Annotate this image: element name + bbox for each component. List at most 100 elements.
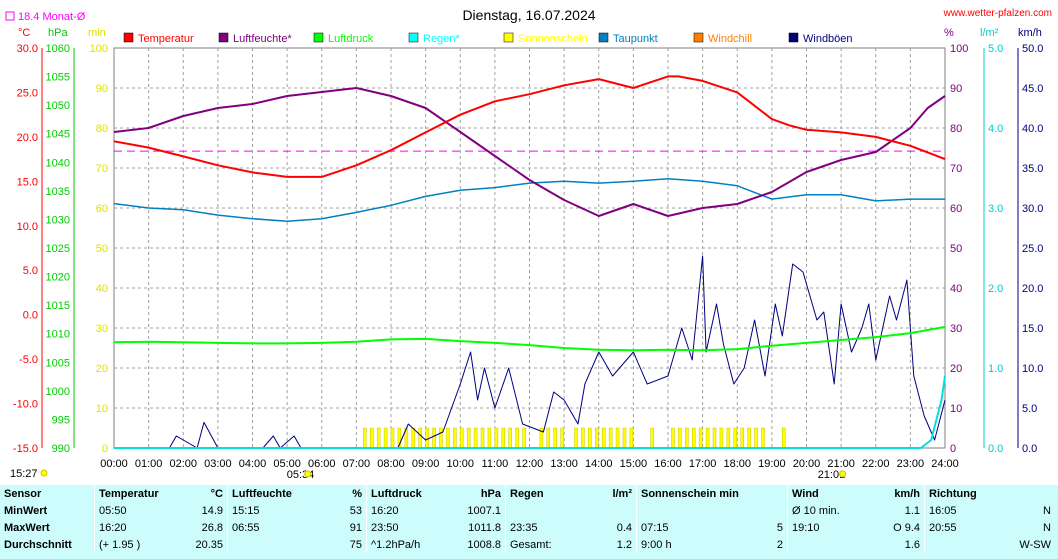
tick-label-rain: 5.0 [988, 43, 1003, 55]
stats-cell: W-SW [1019, 538, 1051, 551]
site-link[interactable]: www.wetter-pfalzen.com [943, 8, 1052, 19]
x-tick-label: 06:00 [308, 458, 336, 470]
sunshine-bar [439, 427, 443, 449]
statistics-panel: Sensor Temperatur °C Luftfeuchte% Luftdruck h… [0, 485, 1058, 559]
tick-label-rain: 2.0 [988, 283, 1003, 295]
sunshine-bar [581, 427, 585, 449]
stats-cell: 07:15 [636, 519, 749, 536]
sunshine-bar [726, 427, 731, 449]
tick-label-humidity: 0 [950, 443, 956, 455]
stats-header-cell: Sonnenschein min [636, 485, 749, 502]
sunshine-bar [553, 427, 557, 449]
tick-label-pressure: 1025 [46, 243, 70, 255]
tick-label-rain: 1.0 [988, 363, 1003, 375]
stats-cell: Gesamt: [505, 536, 584, 553]
x-tick-label: 21:00 [827, 458, 855, 470]
legend-label: Sonnenschein [518, 33, 588, 45]
stats-cell: N [1043, 504, 1051, 517]
tick-label-temp: -5.0 [19, 354, 38, 366]
tick-label-pressure: 1010 [46, 329, 70, 341]
x-tick-label: 05:00 [273, 458, 301, 470]
sunrise-icon [304, 470, 312, 478]
stats-cell: 2 [776, 538, 783, 551]
stats-cell [924, 536, 1009, 553]
sunshine-bar [761, 427, 765, 449]
stats-header-cell: l/m² [612, 487, 632, 500]
series-line-temperatur [113, 75, 946, 178]
series-line-taupunkt [113, 177, 945, 223]
stats-cell: 05:50 [94, 502, 181, 519]
sunshine-bar [712, 427, 717, 449]
tick-label-humidity: 40 [950, 283, 962, 295]
sunshine-bar [508, 427, 512, 449]
month-avg-label: 18.4 Monat-Ø [18, 11, 86, 23]
sunshine-bar [629, 427, 634, 449]
sunshine-bar [453, 427, 457, 449]
tick-label-wind: 45.0 [1022, 83, 1043, 95]
stats-header-cell: Sensor [4, 487, 42, 500]
stats-cell: 91 [349, 521, 362, 534]
sunshine-bar [411, 427, 416, 449]
tick-label-pressure: 1005 [46, 357, 70, 369]
x-tick-label: 15:00 [620, 458, 648, 470]
stats-cell: 1.6 [904, 538, 920, 551]
series-line-luftfeuchte [113, 87, 946, 217]
legend-swatch [693, 32, 704, 43]
stats-cell: 1.2 [616, 538, 632, 551]
stats-cell: 1008.8 [467, 538, 501, 551]
stats-cell: 53 [349, 504, 362, 517]
tick-label-pressure: 1020 [46, 272, 70, 284]
stats-cell: 06:55 [227, 519, 332, 536]
legend-swatch [408, 32, 419, 43]
sunshine-bar [487, 427, 492, 449]
tick-label-rain: 3.0 [988, 203, 1003, 215]
sunshine-bar [754, 427, 758, 449]
stats-cell: 1011.8 [468, 521, 501, 534]
unit-humidity: % [944, 27, 954, 39]
month-avg-marker [5, 11, 15, 21]
stats-header-cell [749, 485, 788, 502]
sunset-label: 21:01 [818, 469, 846, 481]
tick-label-pressure: 1060 [46, 43, 70, 55]
sunshine-bar [425, 427, 429, 449]
x-tick-label: 16:00 [654, 458, 682, 470]
tick-label-humidity: 70 [950, 163, 962, 175]
legend-label: Regen* [423, 33, 460, 45]
tick-label-wind: 40.0 [1022, 123, 1043, 135]
stats-header-cell: Richtung [924, 485, 1009, 502]
unit-rain: l/m² [980, 27, 999, 39]
tick-label-temp: 0.0 [23, 310, 38, 322]
corner-time: 15:27 [10, 468, 38, 480]
stats-header-cell: Temperatur [94, 485, 181, 502]
sunshine-bar [383, 427, 388, 449]
x-tick-label: 01:00 [135, 458, 163, 470]
tick-label-temp: 10.0 [17, 221, 38, 233]
tick-label-sun: 60 [96, 203, 108, 215]
tick-label-temp: 25.0 [17, 87, 38, 99]
stats-cell: MinWert [4, 504, 48, 517]
stats-cell: Ø 10 min. [787, 502, 876, 519]
stats-header-cell: Luftdruck [366, 485, 453, 502]
tick-label-temp: 15.0 [17, 176, 38, 188]
stats-header-cell [1009, 485, 1055, 502]
tick-label-temp: -10.0 [13, 399, 38, 411]
tick-label-sun: 40 [96, 283, 108, 295]
sunshine-bar [678, 427, 682, 449]
sunshine-bar [691, 427, 696, 449]
tick-label-wind: 10.0 [1022, 363, 1043, 375]
x-tick-label: 03:00 [204, 458, 232, 470]
x-tick-label: 11:00 [482, 458, 509, 470]
legend: Temperatur Luftfeuchte* Luftdruck Regen* Son… [123, 32, 853, 45]
tick-label-humidity: 50 [950, 243, 962, 255]
stats-header-cell: hPa [480, 487, 501, 500]
sunshine-bar [460, 427, 464, 449]
sunshine-bar [685, 427, 689, 449]
x-tick-label: 20:00 [793, 458, 821, 470]
sunshine-bar [522, 427, 526, 449]
x-tick-label: 19:00 [758, 458, 786, 470]
tick-label-pressure: 995 [52, 414, 70, 426]
sunshine-bar [546, 427, 551, 449]
tick-label-sun: 0 [102, 443, 108, 455]
stats-row: MinWert 05:50 14.9 15:15 53 16:20 1007.1 Ø 10 m… [0, 502, 1055, 519]
chart-title: Dienstag, 16.07.2024 [462, 7, 595, 23]
